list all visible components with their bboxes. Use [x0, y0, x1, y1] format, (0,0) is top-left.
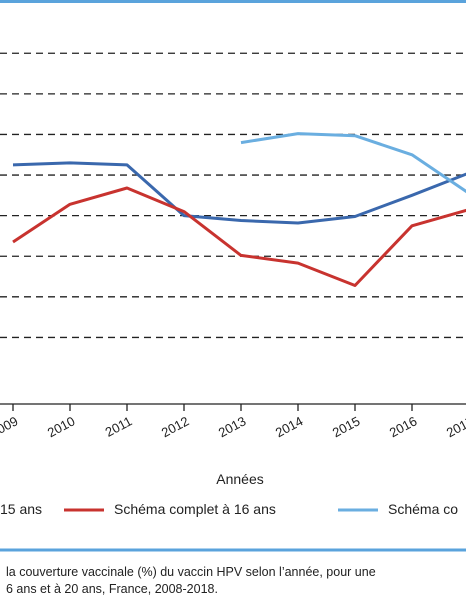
gridlines — [0, 52, 466, 339]
legend-label-16-ans: Schéma complet à 16 ans — [114, 501, 276, 517]
x-tick-label: 2013 — [216, 413, 249, 440]
x-axis-title: Années — [216, 471, 263, 487]
legend-label-20-ans: Schéma co — [388, 501, 458, 517]
legend-label-15-ans: 15 ans — [0, 501, 42, 517]
x-tick-label: 2011 — [103, 413, 135, 439]
x-tick-label: 2012 — [159, 413, 192, 440]
series-lines — [12, 132, 466, 287]
x-tick-label: 2010 — [45, 413, 78, 440]
x-tick-label: 2009 — [0, 413, 20, 440]
x-tick-label: 2017 — [444, 413, 466, 440]
series-line-0 — [12, 161, 466, 225]
x-tick-label: 2014 — [273, 413, 306, 440]
x-tick-label: 2016 — [387, 413, 420, 440]
legend-item-20-ans: Schéma co — [338, 501, 458, 517]
caption-line-1: la couverture vaccinale (%) du vaccin HP… — [6, 565, 376, 579]
x-axis: 2009 2010 2011 2012 2013 2014 2015 2016 2017 — [0, 403, 466, 440]
legend-item-15-ans: 15 ans — [0, 501, 42, 517]
x-tick-label: 2015 — [330, 413, 363, 440]
series-line-2 — [240, 132, 466, 194]
caption-line-2: 6 ans et à 20 ans, France, 2008-2018. — [6, 582, 218, 596]
figure-caption: la couverture vaccinale (%) du vaccin HP… — [6, 564, 466, 598]
series-line-1 — [12, 186, 466, 287]
legend-item-16-ans: Schéma complet à 16 ans — [64, 501, 276, 517]
legend: 15 ans Schéma complet à 16 ans Schéma co — [0, 501, 458, 517]
